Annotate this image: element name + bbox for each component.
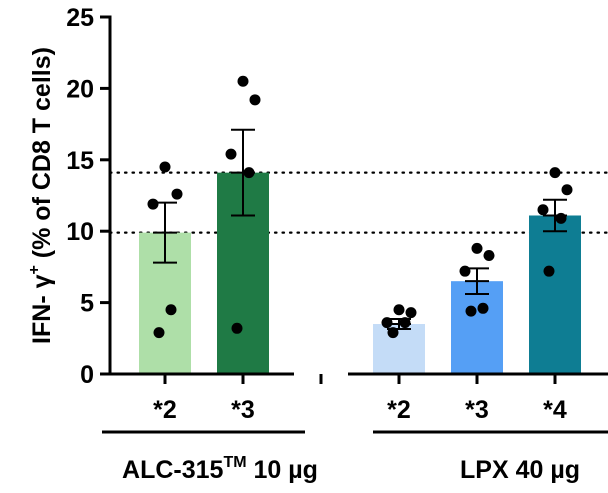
data-point: [387, 327, 399, 339]
data-point: [165, 304, 177, 316]
y-tick-label: 20: [66, 75, 94, 103]
data-point: [405, 307, 417, 319]
bars: [139, 75, 581, 374]
data-point: [393, 304, 405, 316]
y-axis-title: IFN- γ+ (% of CD8 T cells): [26, 47, 56, 344]
bar: [451, 281, 503, 374]
x-tick-label: *3: [465, 396, 489, 424]
data-point: [231, 322, 243, 334]
data-point: [243, 167, 255, 179]
data-point: [381, 317, 393, 329]
y-axis-title-main: IFN- γ: [28, 274, 56, 344]
y-axis-title-sup: +: [26, 265, 43, 274]
bar-group: [451, 242, 503, 374]
group-label-rest: 10 µg: [247, 456, 318, 484]
x-tick-label: *3: [231, 396, 255, 424]
bar-group: [373, 304, 425, 374]
y-tick-label: 15: [66, 147, 94, 175]
data-point: [561, 184, 573, 196]
data-point: [249, 94, 261, 106]
bar: [529, 215, 581, 374]
data-point: [237, 75, 249, 87]
data-point: [459, 265, 471, 277]
error-bar: [231, 128, 255, 217]
x-tick-label: *2: [387, 396, 411, 424]
data-point: [549, 167, 561, 179]
y-tick-label: 0: [80, 361, 94, 389]
y-axis: 0 5 10 15 20 25: [66, 4, 608, 389]
bar-group: [217, 75, 269, 374]
y-axis-title-group: IFN- γ+ (% of CD8 T cells): [26, 47, 56, 344]
data-point: [465, 305, 477, 317]
y-tick-label: 25: [66, 4, 94, 32]
bar-group: [139, 161, 191, 374]
y-tick-label: 10: [66, 218, 94, 246]
x-labels: *2 *3 *2 *3 *4: [153, 396, 567, 424]
data-point: [159, 161, 171, 173]
y-tick-label: 5: [80, 290, 94, 318]
bar-group: [529, 167, 581, 374]
data-point: [477, 302, 489, 314]
data-point: [225, 148, 237, 160]
x-tick-label: *4: [543, 396, 567, 424]
data-point: [153, 327, 165, 339]
group-label: LPX 40 µg: [460, 456, 580, 484]
x-tick-label: *2: [153, 396, 177, 424]
reference-lines: [108, 171, 608, 234]
data-point: [483, 249, 495, 261]
data-point: [399, 317, 411, 329]
data-point: [537, 204, 549, 216]
group-label: ALC-315TM 10 µg: [122, 454, 318, 484]
data-point: [147, 198, 159, 210]
data-point: [171, 188, 183, 200]
data-point: [555, 212, 567, 224]
group-label-main: ALC-315: [122, 456, 224, 484]
bar: [373, 324, 425, 374]
data-point: [471, 242, 483, 254]
group-label-sup: TM: [223, 454, 246, 471]
group-label-main: LPX 40 µg: [460, 456, 580, 484]
data-point: [543, 265, 555, 277]
error-bar: [543, 198, 567, 233]
group-labels: ALC-315TM 10 µg LPX 40 µg: [102, 430, 608, 484]
y-axis-title-rest: (% of CD8 T cells): [28, 47, 56, 265]
